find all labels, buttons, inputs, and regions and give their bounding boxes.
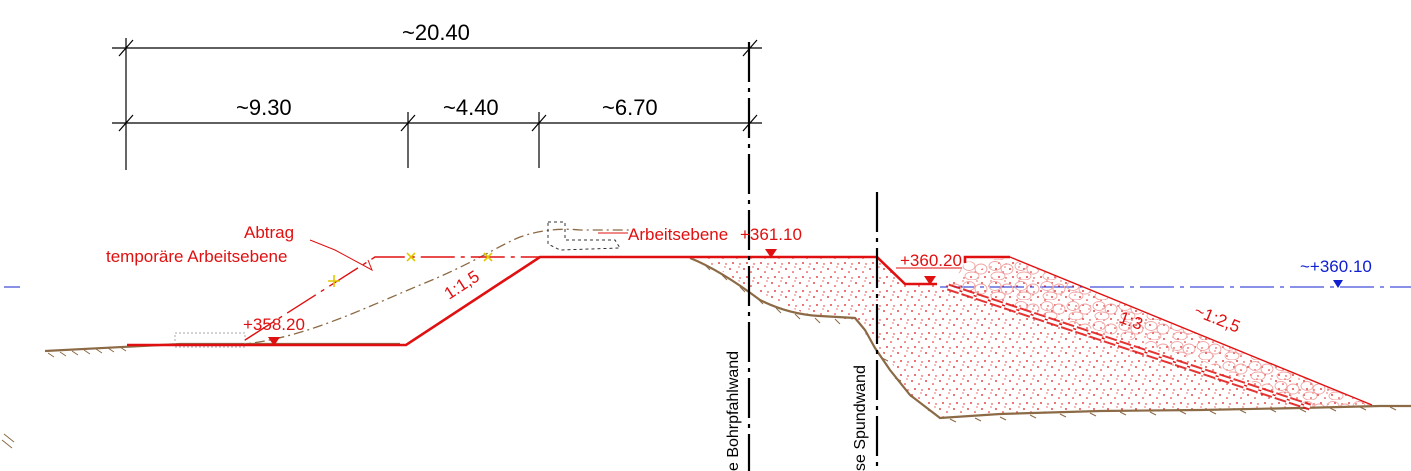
slope-label-1-2-5: ~1:2,5 xyxy=(1192,301,1243,337)
dim-total: ~20.40 xyxy=(402,20,470,45)
sheet-pile-wall-label: se Spundwand xyxy=(852,365,869,471)
abtrag-label: Abtrag xyxy=(244,223,294,242)
lower-elevation: +358.20 xyxy=(243,315,305,334)
dim-seg3: ~6.70 xyxy=(602,95,658,120)
dimension-lines xyxy=(112,38,762,170)
water-elevation: ~+360.10 xyxy=(1300,257,1372,276)
dim-seg1: ~9.30 xyxy=(236,95,292,120)
work-level-label: Arbeitsebene xyxy=(628,225,728,244)
bored-pile-wall-label: e Bohrpfahlwand xyxy=(725,351,742,471)
temp-work-level-label: temporäre Arbeitsebene xyxy=(106,247,287,266)
abtrag-leader xyxy=(310,240,372,270)
water-level-line xyxy=(4,280,1411,288)
removal-block-top xyxy=(548,222,620,250)
dim-seg2: ~4.40 xyxy=(443,95,499,120)
berm-elevation: +360.20 xyxy=(900,251,962,270)
work-level-elevation: +361.10 xyxy=(740,225,802,244)
